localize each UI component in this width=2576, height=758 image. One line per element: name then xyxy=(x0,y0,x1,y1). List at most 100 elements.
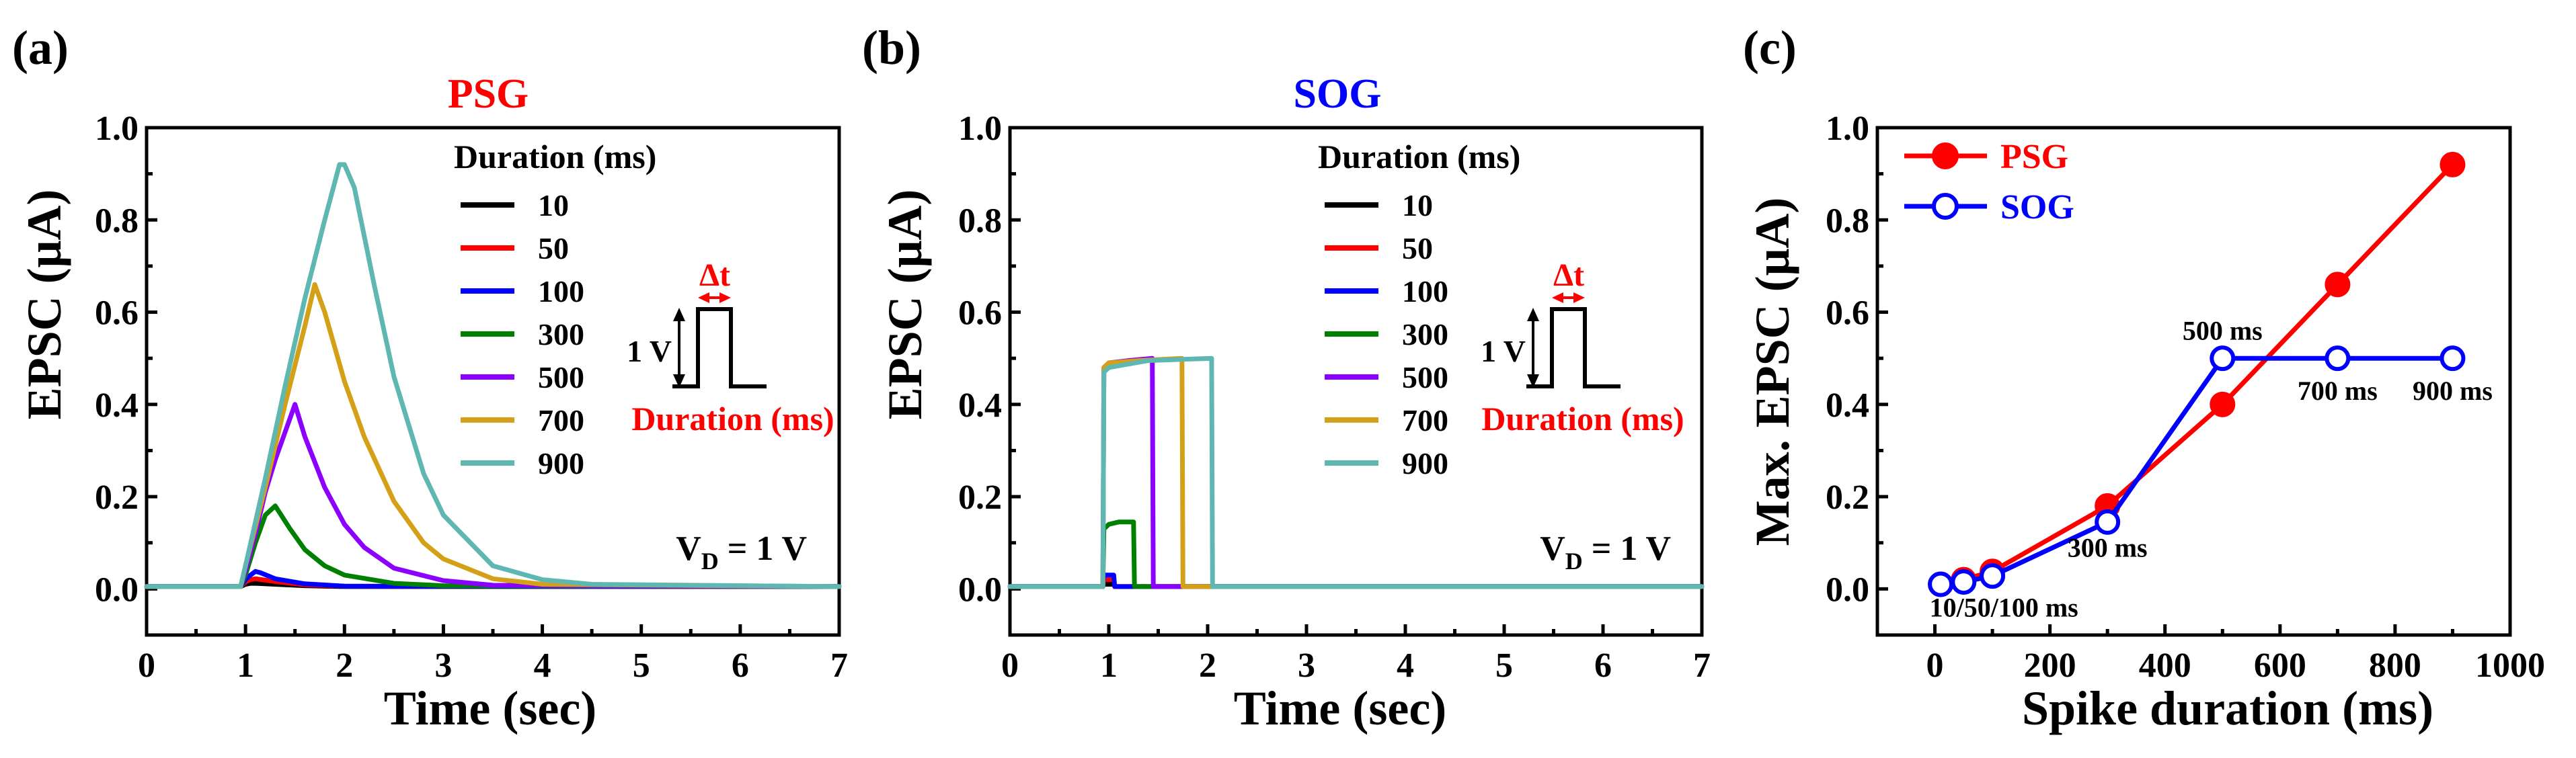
y-tick-label: 0.4 xyxy=(958,386,1002,425)
panel-b: (b) SOG 0 1 2 3 4 5 6 7 0.0 0.2 0.4 0.6 0.8 1.0 Time … xyxy=(862,21,1711,735)
panel-c-annotations: 10/50/100 ms 300 ms 500 ms 700 ms 900 ms xyxy=(1930,316,2493,623)
y-tick-label: 0.8 xyxy=(1826,202,1869,240)
panel-c: (c) 0 200 400 600 800 10000.00.20.40.60.81.0 … xyxy=(1743,21,2545,735)
legend-label: 10 xyxy=(1402,188,1433,222)
pulse-shape xyxy=(672,307,767,388)
x-tick-label: 6 xyxy=(732,646,749,685)
panel-c-xlabel: Spike duration (ms) xyxy=(2022,681,2433,735)
panel-a-pulse-inset: 1 V Δt Duration (ms) xyxy=(627,257,834,437)
legend-label: 300 xyxy=(538,317,584,351)
point-annotation: 10/50/100 ms xyxy=(1930,593,2078,623)
data-point-sog xyxy=(2325,345,2351,372)
legend-label: PSG xyxy=(2000,138,2068,176)
panel-a-ylabel: EPSC (μA) xyxy=(17,190,71,420)
legend-label: 50 xyxy=(1402,231,1433,265)
legend-label: 500 xyxy=(1402,360,1448,394)
legend-label: 900 xyxy=(538,446,584,480)
legend-label: 10 xyxy=(538,188,569,222)
panel-b-xlabel: Time (sec) xyxy=(1234,681,1447,735)
data-point-psg xyxy=(2440,151,2466,177)
x-tick-label: 5 xyxy=(633,646,650,685)
axis-frame xyxy=(1875,126,2512,637)
x-tick-label: 1000 xyxy=(2475,646,2545,685)
series-line-psg xyxy=(1938,162,2455,587)
x-tick-label: 4 xyxy=(1397,646,1414,685)
y-tick-label: 0.2 xyxy=(958,478,1002,517)
legend-marker xyxy=(1932,142,1959,169)
y-tick-label: 0.0 xyxy=(1826,571,1869,609)
point-annotation: 900 ms xyxy=(2413,376,2493,406)
x-tick-label: 5 xyxy=(1495,646,1513,685)
x-tick-label: 0 xyxy=(1001,646,1019,685)
data-point-sog xyxy=(2210,345,2236,372)
panel-b-legend-title: Duration (ms) xyxy=(1318,138,1520,175)
y-tick-label: 0.6 xyxy=(95,294,139,333)
x-tick-label: 200 xyxy=(2024,646,2076,685)
panel-a-vd-annotation: VD = 1 V xyxy=(676,530,807,575)
x-tick-label: 1 xyxy=(237,646,254,685)
legend-label: 700 xyxy=(538,403,584,437)
y-tick-label: 0.4 xyxy=(1826,386,1869,425)
y-tick-label: 1.0 xyxy=(958,110,1002,148)
legend-label: 300 xyxy=(1402,317,1448,351)
x-tick-label: 0 xyxy=(1926,646,1944,685)
x-tick-label: 2 xyxy=(336,646,353,685)
y-tick-label: 0.4 xyxy=(95,386,139,425)
panel-b-vd-annotation: VD = 1 V xyxy=(1540,530,1671,575)
pulse-shape xyxy=(1526,307,1621,388)
panel-c-label: (c) xyxy=(1743,21,1797,75)
legend-label: SOG xyxy=(2000,188,2074,226)
panel-a-legend-title: Duration (ms) xyxy=(454,138,656,175)
legend-label: 700 xyxy=(1402,403,1448,437)
point-annotation: 500 ms xyxy=(2183,316,2263,346)
panel-b-label: (b) xyxy=(862,21,921,75)
panel-a-xlabel: Time (sec) xyxy=(384,681,597,735)
data-point-psg xyxy=(2210,391,2236,417)
panel-c-legend: PSG SOG xyxy=(1904,138,2074,226)
x-tick-label: 7 xyxy=(1693,646,1711,685)
panel-b-plot: 0 1 2 3 4 5 6 7 0.0 0.2 0.4 0.6 0.8 1.0 xyxy=(958,110,1711,685)
legend-label: 900 xyxy=(1402,446,1448,480)
panel-a-title: PSG xyxy=(448,71,529,117)
panel-b-ylabel: EPSC (μA) xyxy=(878,190,932,420)
y-tick-label: 1.0 xyxy=(95,110,139,148)
x-tick-label: 3 xyxy=(434,646,452,685)
y-tick-label: 0.8 xyxy=(95,202,139,240)
legend-label: 100 xyxy=(1402,274,1448,308)
legend-marker xyxy=(1932,193,1959,220)
pulse-duration-caption: Duration (ms) xyxy=(631,400,834,437)
x-tick-label: 3 xyxy=(1298,646,1315,685)
series-line-900 xyxy=(1007,355,1705,589)
pulse-duration-caption: Duration (ms) xyxy=(1481,400,1684,437)
panel-c-plot: 0 200 400 600 800 1000 0.0 0.2 0.4 0.6 0.8 1.0 xyxy=(1826,110,2545,685)
y-tick-label: 0.6 xyxy=(958,294,1002,333)
y-tick-label: 0.0 xyxy=(958,571,1002,609)
x-tick-label: 1 xyxy=(1100,646,1118,685)
data-point-sog xyxy=(1980,563,2006,589)
x-tick-label: 0 xyxy=(138,646,155,685)
panel-b-legend: 10 50 100 300 500 700 900 xyxy=(1325,188,1448,480)
x-tick-label: 600 xyxy=(2254,646,2306,685)
point-annotation: 300 ms xyxy=(2068,532,2148,562)
series-line-900 xyxy=(144,162,842,589)
y-tick-label: 0.0 xyxy=(95,571,139,609)
x-tick-label: 2 xyxy=(1199,646,1216,685)
data-point-psg xyxy=(2325,271,2351,298)
pulse-width-label: Δt xyxy=(1553,257,1584,293)
panel-a-legend: 10 50 100 300 500 700 900 xyxy=(461,188,584,480)
legend-label: 500 xyxy=(538,360,584,394)
y-tick-label: 0.2 xyxy=(95,478,139,517)
legend-label: 50 xyxy=(538,231,569,265)
panel-a-label: (a) xyxy=(12,21,69,75)
panel-a-plot: 0 1 2 3 4 5 6 7 0.0 0.2 0.4 0.6 0.8 1.0 xyxy=(95,110,848,685)
pulse-amplitude-label: 1 V xyxy=(1481,334,1526,368)
pulse-amplitude-label: 1 V xyxy=(627,334,672,368)
data-point-sog xyxy=(2095,509,2121,535)
x-tick-label: 7 xyxy=(830,646,848,685)
legend-label: 100 xyxy=(538,274,584,308)
y-tick-label: 1.0 xyxy=(1826,110,1869,148)
data-point-sog xyxy=(1951,569,1977,595)
point-annotation: 700 ms xyxy=(2298,376,2378,406)
pulse-width-label: Δt xyxy=(699,257,730,293)
